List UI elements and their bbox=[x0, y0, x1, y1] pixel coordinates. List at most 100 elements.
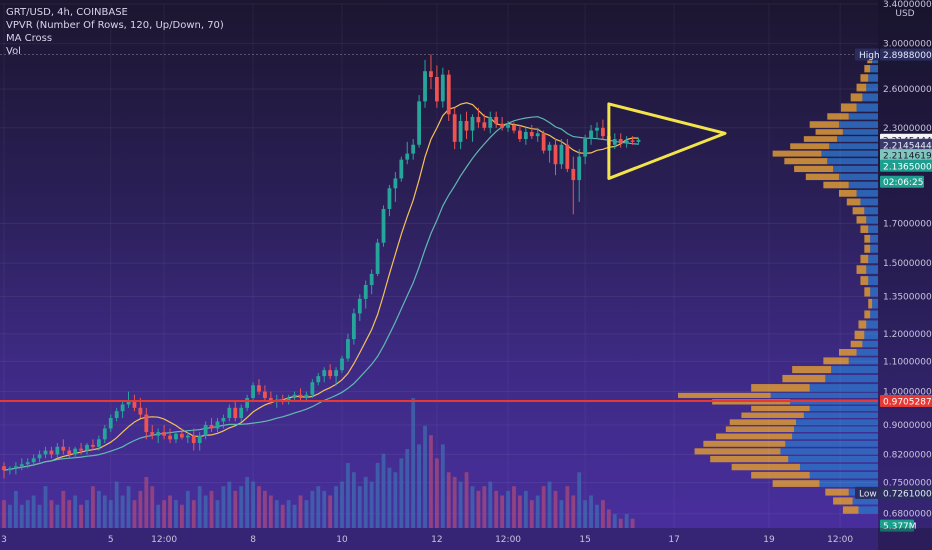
triangle-drawing[interactable] bbox=[607, 102, 727, 180]
volume-bar bbox=[73, 495, 78, 528]
vpvr-down-bar bbox=[858, 320, 867, 329]
vpvr-up-bar bbox=[827, 158, 878, 165]
vpvr-legend[interactable]: VPVR (Number Of Rows, 120, Up/Down, 70) bbox=[6, 20, 224, 31]
candle bbox=[571, 156, 576, 215]
volume-bar bbox=[506, 490, 510, 528]
vpvr-up-bar bbox=[780, 448, 878, 455]
volume-bar bbox=[322, 490, 327, 528]
vpvr-up-bar bbox=[866, 320, 878, 329]
candle-body bbox=[577, 156, 582, 181]
candle-body bbox=[583, 138, 588, 157]
volume-bar bbox=[91, 486, 95, 528]
candle-body bbox=[215, 421, 220, 429]
vpvr-up-bar bbox=[792, 433, 878, 440]
vpvr-down-bar bbox=[854, 330, 865, 340]
candle-body bbox=[37, 454, 42, 459]
vpvr-up-bar bbox=[785, 440, 878, 447]
vpvr-up-bar bbox=[803, 412, 878, 418]
candle bbox=[245, 394, 250, 412]
candle bbox=[328, 364, 333, 380]
candle bbox=[618, 133, 623, 148]
candle bbox=[589, 125, 593, 145]
vpvr-up-bar bbox=[872, 58, 878, 64]
candle-body bbox=[589, 130, 593, 139]
candle bbox=[393, 172, 398, 202]
vpvr-down-bar bbox=[856, 265, 867, 274]
ma-cross-legend[interactable]: MA Cross bbox=[6, 33, 53, 44]
volume-bar bbox=[203, 495, 208, 528]
vpvr-down-bar bbox=[840, 103, 857, 112]
candle bbox=[500, 116, 505, 131]
candle-body bbox=[162, 432, 167, 436]
candle bbox=[209, 417, 214, 433]
volume-bar bbox=[251, 481, 255, 528]
vpvr-down-bar bbox=[860, 276, 869, 286]
candle-body bbox=[482, 122, 487, 128]
candle-body bbox=[239, 407, 244, 418]
vpvr-down-bar bbox=[823, 181, 849, 189]
vpvr-up-bar bbox=[870, 310, 878, 319]
candle-body bbox=[328, 370, 333, 377]
vpvr-down-bar bbox=[827, 113, 849, 120]
volume-bar bbox=[31, 495, 36, 528]
volume-legend[interactable]: Vol bbox=[6, 46, 21, 57]
candle-body bbox=[268, 397, 273, 402]
volume-bar bbox=[375, 463, 380, 528]
vpvr-up-bar bbox=[866, 216, 878, 224]
vpvr-up-bar bbox=[831, 366, 878, 374]
vpvr-up-bar bbox=[848, 357, 878, 365]
candle bbox=[126, 391, 131, 408]
candle-body bbox=[298, 394, 303, 398]
volume-bar bbox=[547, 481, 552, 528]
vpvr-down-bar bbox=[868, 298, 873, 309]
vpvr-down-bar bbox=[825, 488, 849, 496]
volume-bar bbox=[393, 472, 398, 528]
candle-body bbox=[108, 417, 113, 429]
candle-body bbox=[304, 394, 309, 398]
vpvr-up-bar bbox=[794, 426, 878, 433]
price-tag-low: 0.72610000 Low bbox=[855, 486, 932, 499]
time-tick-label: 3 bbox=[1, 535, 7, 545]
vpvr-up-bar bbox=[833, 165, 878, 173]
candle-body bbox=[612, 138, 617, 145]
candle bbox=[203, 421, 208, 440]
time-axis-bg bbox=[0, 528, 932, 550]
candle bbox=[150, 424, 155, 440]
vpvr-profile bbox=[678, 58, 878, 514]
candle bbox=[257, 379, 261, 395]
candle-body bbox=[292, 394, 297, 398]
candle bbox=[292, 391, 297, 402]
vpvr-down-bar bbox=[838, 189, 857, 197]
candle-body bbox=[114, 411, 119, 418]
volume-bar bbox=[606, 509, 611, 528]
candle-body bbox=[19, 464, 24, 467]
candle-body bbox=[559, 144, 564, 165]
time-tick-label: 15 bbox=[579, 535, 590, 545]
volume-bar bbox=[523, 490, 528, 528]
candle bbox=[506, 120, 510, 132]
vpvr-up-bar bbox=[872, 298, 878, 309]
candle-body bbox=[138, 407, 143, 415]
candle bbox=[405, 141, 410, 165]
candle-body bbox=[245, 397, 250, 408]
symbol-legend[interactable]: GRT/USD, 4h, COINBASE bbox=[6, 7, 128, 18]
price-tag-ma-fast: 2.21146190 bbox=[880, 149, 932, 162]
volume-bar bbox=[180, 504, 184, 528]
time-axis[interactable]: 3 5 12:00 8 10 12 12:00 15 17 19 12:00 bbox=[0, 528, 932, 550]
candle bbox=[180, 428, 184, 440]
price-tag-box bbox=[880, 519, 914, 532]
price-tick-label: 1.50000000 bbox=[883, 259, 932, 269]
candle-body bbox=[440, 74, 445, 102]
candle bbox=[601, 119, 605, 139]
time-tick-label: 19 bbox=[763, 535, 775, 545]
volume-bar bbox=[209, 490, 214, 528]
candle bbox=[2, 462, 6, 479]
candle bbox=[19, 458, 24, 471]
candle bbox=[612, 133, 617, 150]
candle bbox=[512, 122, 516, 134]
price-unit: USD bbox=[895, 9, 914, 19]
volume-bar bbox=[482, 486, 487, 528]
candle bbox=[49, 446, 54, 459]
